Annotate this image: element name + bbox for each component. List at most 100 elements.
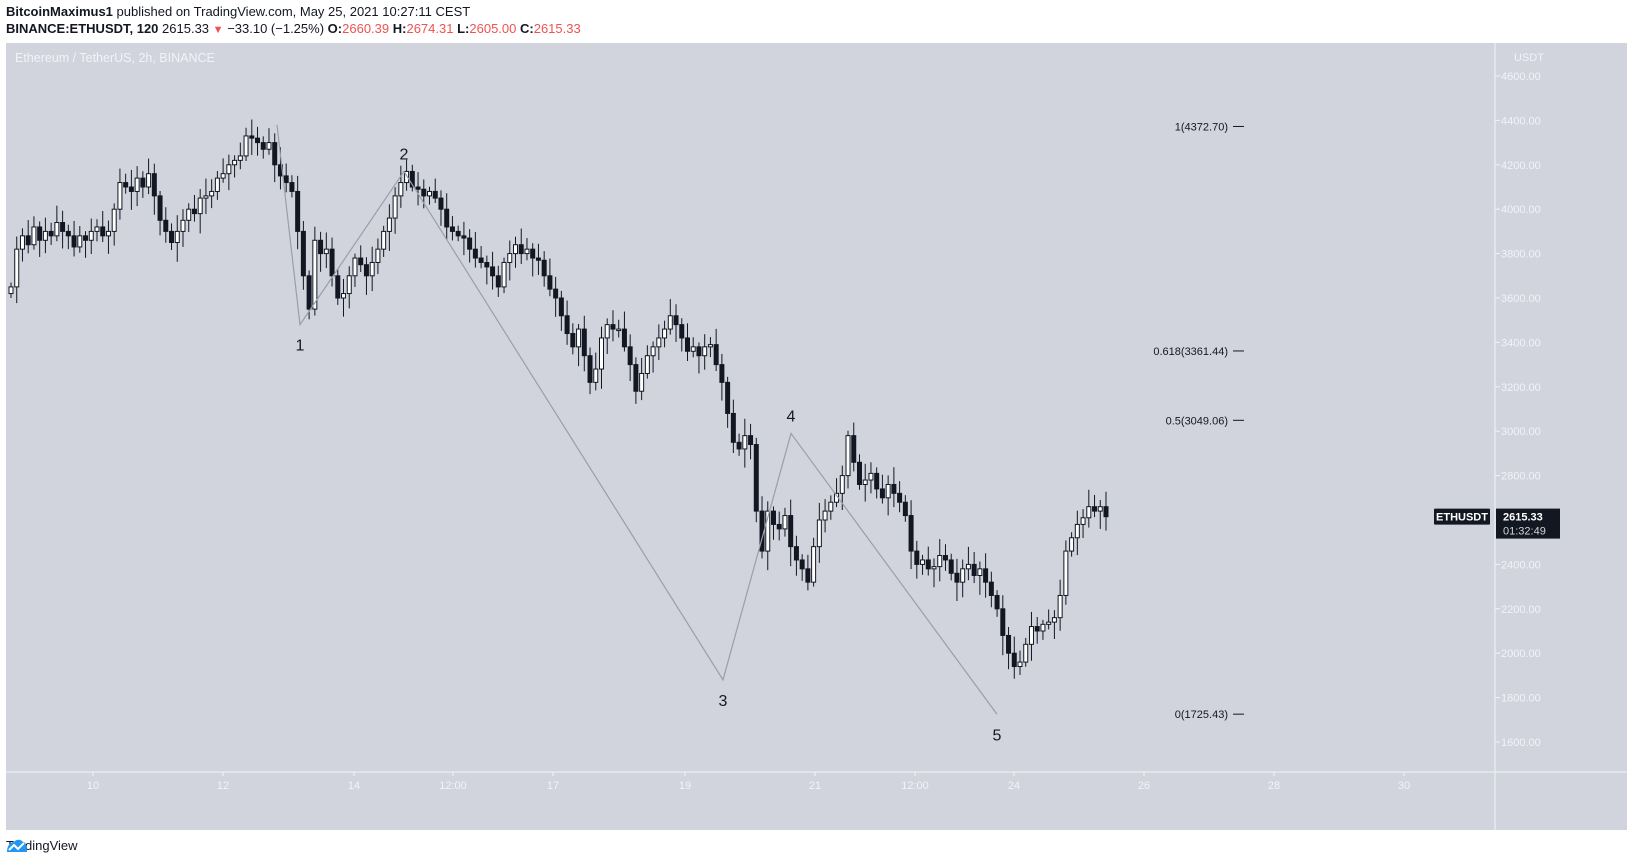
- candle: [392, 187, 398, 234]
- candle: [427, 186, 433, 205]
- candle: [375, 238, 381, 275]
- candle: [851, 422, 857, 472]
- candle: [994, 590, 1000, 617]
- candle: [467, 229, 473, 263]
- candle: [742, 418, 748, 468]
- candle: [197, 188, 203, 234]
- candle: [134, 166, 140, 207]
- candle: [793, 535, 799, 576]
- open-value: 2660.39: [342, 21, 390, 36]
- candle: [191, 194, 197, 222]
- candle: [346, 266, 352, 309]
- price-tick-label: 3200.00: [1501, 382, 1541, 394]
- candle: [54, 205, 60, 242]
- candle: [1023, 637, 1029, 667]
- candle: [83, 231, 89, 258]
- candle: [105, 220, 111, 254]
- candle: [805, 554, 811, 591]
- candle: [283, 163, 289, 193]
- candle: [811, 537, 817, 587]
- candle: [266, 128, 272, 155]
- candle: [639, 357, 645, 401]
- candle: [501, 257, 507, 294]
- candle: [289, 175, 295, 198]
- candle: [593, 352, 599, 391]
- candle: [702, 334, 708, 370]
- candle: [1074, 510, 1080, 556]
- candle: [1011, 636, 1017, 679]
- symbol-label: BINANCE:ETHUSDT, 120: [6, 21, 159, 36]
- candle: [1069, 532, 1075, 557]
- candle: [461, 221, 467, 256]
- candle: [983, 553, 989, 598]
- candle: [1086, 489, 1092, 528]
- candle: [977, 561, 983, 595]
- candle: [616, 319, 622, 338]
- candle: [65, 224, 71, 250]
- price-tick-label: 3400.00: [1501, 337, 1541, 349]
- candle: [937, 539, 943, 582]
- candle: [782, 507, 788, 537]
- candle: [965, 546, 971, 581]
- candle: [169, 223, 175, 251]
- price-tick-label: 2800.00: [1501, 471, 1541, 483]
- candle: [1040, 619, 1046, 640]
- candle: [358, 245, 364, 273]
- candle: [621, 311, 627, 352]
- candle: [633, 357, 639, 404]
- candle: [37, 221, 43, 257]
- candle: [300, 220, 306, 290]
- wave-label-5: 5: [993, 727, 1002, 744]
- candle: [1000, 595, 1006, 656]
- candle: [484, 255, 490, 285]
- price-axis-unit: USDT: [1514, 52, 1544, 64]
- candle: [398, 165, 404, 208]
- candle: [908, 500, 914, 570]
- candle: [48, 222, 54, 245]
- candle: [444, 193, 450, 240]
- price-change: −33.10 (−1.25%): [227, 21, 325, 36]
- time-tick-label: 17: [547, 780, 559, 792]
- time-tick-label: 12:00: [901, 780, 929, 792]
- candle: [186, 203, 192, 233]
- tradingview-logo-icon: [7, 839, 27, 852]
- time-tick-label: 14: [348, 780, 360, 792]
- candle: [748, 423, 754, 460]
- candle: [920, 554, 926, 575]
- tradingview-branding[interactable]: TradingView: [6, 838, 78, 853]
- candle: [232, 155, 238, 178]
- candle: [874, 467, 880, 499]
- candle: [31, 216, 37, 250]
- candle: [260, 136, 266, 159]
- candle: [214, 171, 220, 200]
- bar-countdown: 01:32:49: [1503, 526, 1546, 538]
- candle: [1063, 540, 1069, 605]
- candle: [535, 243, 541, 275]
- time-tick-label: 30: [1398, 780, 1410, 792]
- candle: [180, 209, 186, 247]
- last-price-marker: [1434, 508, 1560, 539]
- elliott-wave-line[interactable]: [276, 124, 998, 715]
- wave-label-1: 1: [296, 338, 305, 355]
- ohlc-legend: BINANCE:ETHUSDT, 120 2615.33 ▼ −33.10 (−…: [6, 21, 581, 36]
- candle: [249, 119, 255, 156]
- down-triangle-icon: ▼: [212, 24, 224, 36]
- candle: [507, 240, 513, 281]
- candle: [684, 323, 690, 362]
- candle: [753, 437, 759, 523]
- candle: [707, 337, 713, 358]
- candle: [942, 544, 948, 571]
- candle: [157, 190, 163, 236]
- candle: [576, 323, 582, 367]
- candle: [627, 334, 633, 382]
- candle: [524, 238, 530, 261]
- candle: [100, 210, 106, 243]
- candle: [736, 433, 742, 456]
- chart-area[interactable]: USDT 1600.00 1800.00 2000.00 2200.00 2400.00 2…: [6, 43, 1627, 830]
- candle: [667, 299, 673, 335]
- price-tick-label: 1800.00: [1501, 693, 1541, 705]
- candlestick-chart[interactable]: USDT 1600.00 1800.00 2000.00 2200.00 2400.00 2…: [6, 43, 1627, 830]
- candle: [8, 282, 14, 298]
- candle: [117, 168, 123, 220]
- candle: [151, 163, 157, 215]
